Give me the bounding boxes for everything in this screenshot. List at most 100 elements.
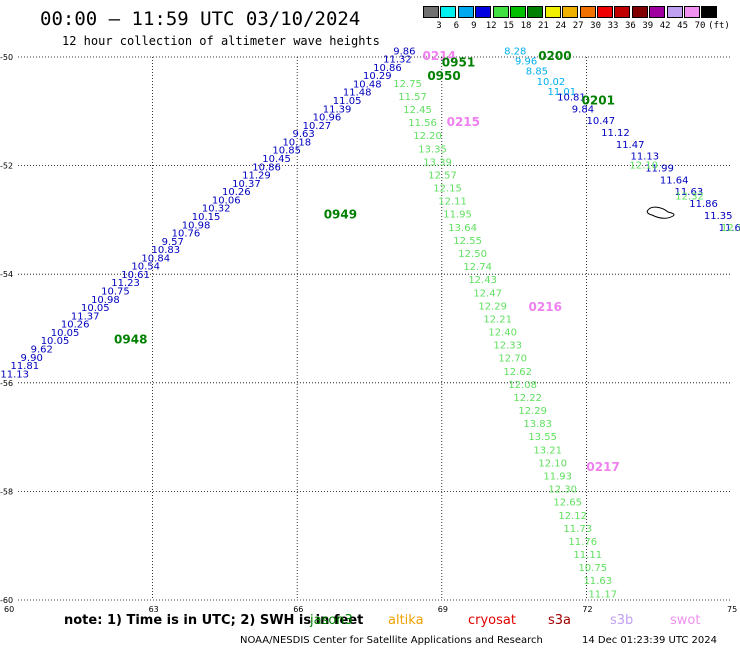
wave-height-value: 11.05 — [333, 96, 362, 107]
wave-height-value: 12.74 — [463, 262, 492, 273]
wave-height-value: 12.40 — [488, 328, 517, 339]
wave-height-value: 13.21 — [533, 445, 562, 456]
wave-height-value: 12.30 — [548, 485, 577, 496]
colorbar-swatch — [597, 6, 613, 18]
colorbar-swatch — [492, 6, 509, 18]
pass-time-label: 0217 — [586, 460, 619, 474]
wave-height-value: 12.45 — [403, 105, 432, 116]
wave-height-value: 10.05 — [51, 328, 80, 339]
wave-height-value: 11.17 — [588, 589, 617, 600]
wave-height-value: 10.84 — [141, 253, 170, 264]
colorbar-unit: (ft) — [708, 21, 730, 31]
wave-height-value: 10.37 — [232, 179, 261, 190]
wave-height-value: 11.32 — [383, 55, 412, 66]
colorbar-swatch — [510, 6, 526, 18]
footer-note: note: 1) Time is in UTC; 2) SWH is in fe… — [64, 613, 364, 628]
wave-height-value: 11.76 — [568, 537, 597, 548]
wave-height-value: 10.27 — [303, 121, 332, 132]
wave-height-value: 13.35 — [418, 144, 447, 155]
colorbar-label: 21 — [537, 21, 549, 31]
colorbar-swatch — [527, 6, 544, 18]
wave-height-value: 12.43 — [468, 275, 497, 286]
wave-height-value: 11.63 — [583, 576, 612, 587]
wave-height-value: 11.95 — [443, 210, 472, 221]
page-subtitle: 12 hour collection of altimeter wave hei… — [62, 34, 380, 48]
lon-tick-label: 63 — [149, 605, 159, 612]
wave-height-value: 12.57 — [428, 170, 457, 181]
wave-height-value: 10.98 — [182, 220, 211, 231]
wave-height-value: 12.08 — [508, 380, 537, 391]
wave-height-value: 10.05 — [81, 303, 110, 314]
colorbar-label: 70 — [694, 21, 706, 31]
colorbar-swatch — [544, 6, 561, 18]
wave-height-value: 11.13 — [631, 152, 660, 163]
colorbar-label: 30 — [590, 21, 602, 31]
wave-height-value: 12.29 — [518, 406, 547, 417]
wave-height-value: 11.47 — [616, 140, 645, 151]
satellite-legend-item: cryosat — [468, 613, 516, 628]
wave-height-value: 12.47 — [473, 288, 502, 299]
wave-height-value: 11.73 — [563, 524, 592, 535]
colorbar-label: 33 — [607, 21, 619, 31]
satellite-legend-item: s3a — [548, 613, 572, 628]
wave-height-value: 11.01 — [547, 87, 576, 98]
wave-height-value: 10.75 — [101, 287, 130, 298]
footer-timestamp: 14 Dec 01:23:39 UTC 2024 — [582, 635, 717, 646]
pass-time-label: 0200 — [538, 49, 571, 63]
footer-credit: NOAA/NESDIS Center for Satellite Applica… — [240, 635, 543, 646]
wave-height-value: 10.86 — [373, 63, 402, 74]
colorbar-label: 45 — [677, 21, 689, 31]
colorbar-label: 39 — [642, 21, 654, 31]
wave-height-value: 12.15 — [433, 184, 462, 195]
wave-height-value: 10.05 — [41, 336, 70, 347]
wave-height-value: 12.62 — [503, 367, 532, 378]
wave-height-value: 10.32 — [202, 204, 231, 215]
colorbar-swatch — [631, 6, 648, 18]
wave-height-value: 12.12 — [558, 511, 587, 522]
lat-tick-label: -54 — [0, 270, 13, 279]
wave-height-value: 12.21 — [483, 314, 512, 325]
wave-height-value: 11.48 — [343, 88, 372, 99]
colorbar-swatch — [423, 6, 439, 18]
wave-height-value: 10.29 — [363, 71, 392, 82]
wave-height-value: 11.64 — [660, 175, 689, 186]
wave-height-value: 12.29 — [478, 301, 507, 312]
wave-height-value: 9.86 — [393, 46, 415, 57]
colorbar-swatch — [475, 6, 492, 18]
wave-height-value: 11.63 — [675, 187, 704, 198]
wave-height-value: 10.86 — [252, 162, 281, 173]
pass-time-label: 0949 — [324, 207, 357, 221]
lat-tick-label: -58 — [0, 487, 13, 496]
lon-tick-label: 72 — [582, 605, 592, 612]
satellite-legend-item: jason3 — [310, 613, 353, 628]
wave-height-value: 12.50 — [458, 249, 487, 260]
lon-tick-label: 66 — [293, 605, 303, 612]
colorbar-swatch — [701, 6, 718, 18]
wave-height-value: 10.96 — [313, 113, 342, 124]
wave-height-value: 12.11 — [438, 197, 467, 208]
lon-tick-label: 60 — [4, 605, 14, 612]
wave-height-value: 9.63 — [293, 129, 315, 140]
colorbar-label: 6 — [453, 21, 460, 31]
coastline-island — [646, 206, 675, 219]
wave-height-value: 10.47 — [586, 116, 615, 127]
wave-height-value: 13.55 — [528, 432, 557, 443]
wave-height-value: 10.61 — [121, 270, 150, 281]
colorbar-swatch — [614, 6, 631, 18]
wave-height-value: 12.22 — [513, 393, 542, 404]
wave-height-value: 10.98 — [91, 295, 120, 306]
lat-tick-label: -50 — [0, 53, 13, 62]
wave-height-value: 10.54 — [131, 262, 160, 273]
wave-height-value: 13.83 — [523, 419, 552, 430]
satellite-legend-item: altika — [388, 613, 424, 628]
colorbar-swatch — [666, 6, 683, 18]
colorbar-label: 3 — [436, 21, 442, 31]
wave-height-value: 10.02 — [537, 77, 566, 88]
wave-height-value: 8.85 — [526, 67, 548, 78]
wave-height-value: 11.57 — [398, 92, 427, 103]
colorbar-swatch — [649, 6, 666, 18]
wave-height-value: 10.48 — [353, 79, 382, 90]
colorbar-label: 15 — [503, 21, 515, 31]
wave-height-value: 11.11 — [573, 550, 602, 561]
